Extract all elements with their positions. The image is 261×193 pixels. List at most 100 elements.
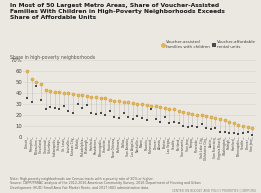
Text: Seattle: Seattle xyxy=(241,138,245,148)
Text: Philadelphia: Philadelphia xyxy=(80,138,84,156)
Text: Seattle: Seattle xyxy=(172,138,176,148)
Point xyxy=(57,90,61,93)
Text: Denver: Denver xyxy=(246,138,250,149)
Point xyxy=(172,120,176,123)
Point xyxy=(204,127,208,130)
Point xyxy=(218,130,222,133)
Point xyxy=(71,92,75,96)
Text: In Most of 50 Largest Metro Areas, Share of Voucher-Assisted
Families With Child: In Most of 50 Largest Metro Areas, Share… xyxy=(10,3,225,20)
Text: Houston: Houston xyxy=(108,138,112,150)
Text: Kansas City: Kansas City xyxy=(71,138,75,155)
Point xyxy=(149,108,153,111)
Point xyxy=(135,102,139,106)
Text: Salt Lake City: Salt Lake City xyxy=(200,138,204,158)
Point xyxy=(48,106,52,109)
Text: Note: High-poverty neighborhoods are Census tracts with a poverty rate of 30% or: Note: High-poverty neighborhoods are Cen… xyxy=(10,177,201,190)
Point xyxy=(163,116,167,119)
Point xyxy=(181,124,185,128)
Point xyxy=(245,130,250,133)
Point xyxy=(158,120,162,123)
Point xyxy=(177,109,181,112)
Point xyxy=(80,94,84,97)
Point xyxy=(236,132,240,135)
Text: San Francisco: San Francisco xyxy=(213,138,217,158)
Point xyxy=(85,103,89,107)
Point xyxy=(250,127,254,130)
Legend: Voucher-assisted
families with children, Voucher-affordable
rental units: Voucher-assisted families with children,… xyxy=(162,40,256,49)
Point xyxy=(149,105,153,108)
Point xyxy=(48,89,52,92)
Text: Boston: Boston xyxy=(163,138,167,148)
Point xyxy=(43,108,48,111)
Text: Tampa: Tampa xyxy=(191,138,194,148)
Point xyxy=(108,109,112,112)
Point xyxy=(186,126,190,129)
Point xyxy=(98,97,103,100)
Point xyxy=(103,97,107,100)
Point xyxy=(43,88,48,91)
Text: Milwaukee: Milwaukee xyxy=(34,138,38,154)
Point xyxy=(140,117,144,120)
Text: Denver: Denver xyxy=(154,138,158,149)
Point xyxy=(222,130,227,133)
Point xyxy=(241,124,245,128)
Point xyxy=(195,126,199,129)
Point xyxy=(144,103,149,107)
Text: San Jose: San Jose xyxy=(250,138,254,151)
Text: CENTER ON BUDGET AND POLICY PRIORITIES | CBPP.ORG: CENTER ON BUDGET AND POLICY PRIORITIES |… xyxy=(172,188,256,192)
Point xyxy=(245,126,250,129)
Point xyxy=(94,96,98,99)
Point xyxy=(112,99,116,102)
Point xyxy=(236,123,240,126)
Point xyxy=(34,85,38,88)
Point xyxy=(39,83,43,86)
Point xyxy=(213,127,217,130)
Point xyxy=(177,121,181,124)
Point xyxy=(204,114,208,118)
Point xyxy=(227,131,231,134)
Point xyxy=(135,114,139,118)
Point xyxy=(144,119,149,122)
Point xyxy=(76,94,80,97)
Point xyxy=(89,96,93,99)
Text: Detroit: Detroit xyxy=(25,138,29,148)
Text: Nashville: Nashville xyxy=(135,138,139,152)
Point xyxy=(121,100,126,103)
Point xyxy=(53,90,57,93)
Point xyxy=(131,118,135,121)
Text: Charlotte: Charlotte xyxy=(103,138,107,152)
Text: Hartford: Hartford xyxy=(90,138,93,150)
Point xyxy=(222,119,227,122)
Text: Minneapolis: Minneapolis xyxy=(236,138,240,156)
Text: Portland: Portland xyxy=(177,138,181,150)
Point xyxy=(94,112,98,115)
Point xyxy=(199,113,204,117)
Text: Indianapolis: Indianapolis xyxy=(53,138,57,156)
Point xyxy=(158,106,162,109)
Text: Chicago: Chicago xyxy=(57,138,61,150)
Text: Cleveland: Cleveland xyxy=(39,138,43,153)
Text: San Jose: San Jose xyxy=(186,138,190,151)
Text: Phoenix: Phoenix xyxy=(145,138,149,150)
Point xyxy=(66,109,70,112)
Text: Sacramento: Sacramento xyxy=(181,138,185,156)
Point xyxy=(167,108,171,111)
Point xyxy=(30,100,34,103)
Point xyxy=(163,107,167,110)
Point xyxy=(34,80,38,83)
Text: Riverside: Riverside xyxy=(195,138,199,152)
Text: Share in high-poverty neighborhoods: Share in high-poverty neighborhoods xyxy=(10,55,96,60)
Text: Minneapolis: Minneapolis xyxy=(99,138,103,156)
Point xyxy=(209,128,213,131)
Text: New Orleans: New Orleans xyxy=(112,138,116,157)
Text: Cincinnati: Cincinnati xyxy=(44,138,48,153)
Text: Oklahoma City: Oklahoma City xyxy=(204,138,208,160)
Point xyxy=(121,111,126,114)
Text: San Antonio: San Antonio xyxy=(126,138,130,156)
Point xyxy=(98,111,103,114)
Point xyxy=(227,120,231,123)
Text: St. Louis: St. Louis xyxy=(62,138,66,151)
Point xyxy=(209,116,213,119)
Text: Buffalo: Buffalo xyxy=(76,138,80,148)
Point xyxy=(126,100,130,103)
